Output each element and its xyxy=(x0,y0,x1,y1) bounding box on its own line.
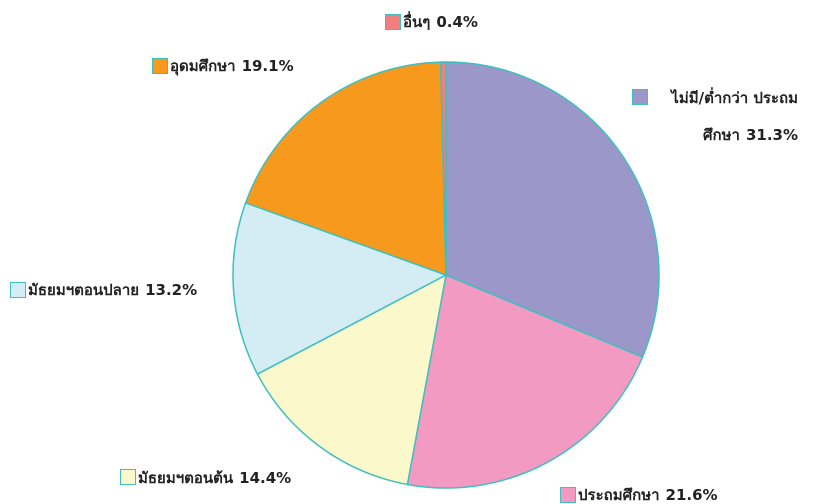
value-label: 31.3% xyxy=(745,126,798,144)
pie-slice xyxy=(406,273,644,489)
value-label: 13.2% xyxy=(145,281,198,299)
slice-label: อุดมศึกษา 19.1% xyxy=(170,57,294,75)
value-label: 19.1% xyxy=(241,57,294,75)
legend-swatch xyxy=(120,469,136,485)
pie-slice xyxy=(244,61,447,277)
pie-slice xyxy=(232,201,448,376)
slice-label: มัธยมฯตอนต้น 14.4% xyxy=(138,469,291,487)
slice-label: ประถมศึกษา 21.6% xyxy=(578,486,718,504)
value-label: 0.4% xyxy=(436,13,478,31)
pie-slice xyxy=(256,273,448,486)
legend-swatch xyxy=(10,282,26,298)
legend-swatch xyxy=(632,89,648,105)
category-name: มัธยมฯตอนปลาย xyxy=(28,281,140,299)
category-name: อุดมศึกษา xyxy=(170,57,236,75)
category-name: ประถมศึกษา xyxy=(578,486,660,504)
category-name: ไม่มี/ต่ำกว่า ประถมศึกษา xyxy=(671,89,798,144)
slice-label: อื่นๆ 0.4% xyxy=(403,13,478,31)
legend-swatch xyxy=(385,14,401,30)
category-name: อื่นๆ xyxy=(403,13,431,31)
slice-label: ไม่มี/ต่ำกว่า ประถมศึกษา 31.3% xyxy=(648,80,798,154)
value-label: 21.6% xyxy=(665,486,718,504)
legend-swatch xyxy=(152,58,168,74)
category-name: มัธยมฯตอนต้น xyxy=(138,469,234,487)
pie-slice xyxy=(445,61,660,359)
legend-swatch xyxy=(560,487,576,503)
slice-label: มัธยมฯตอนปลาย 13.2% xyxy=(28,281,197,299)
pie-slice xyxy=(439,61,447,276)
value-label: 14.4% xyxy=(239,469,292,487)
